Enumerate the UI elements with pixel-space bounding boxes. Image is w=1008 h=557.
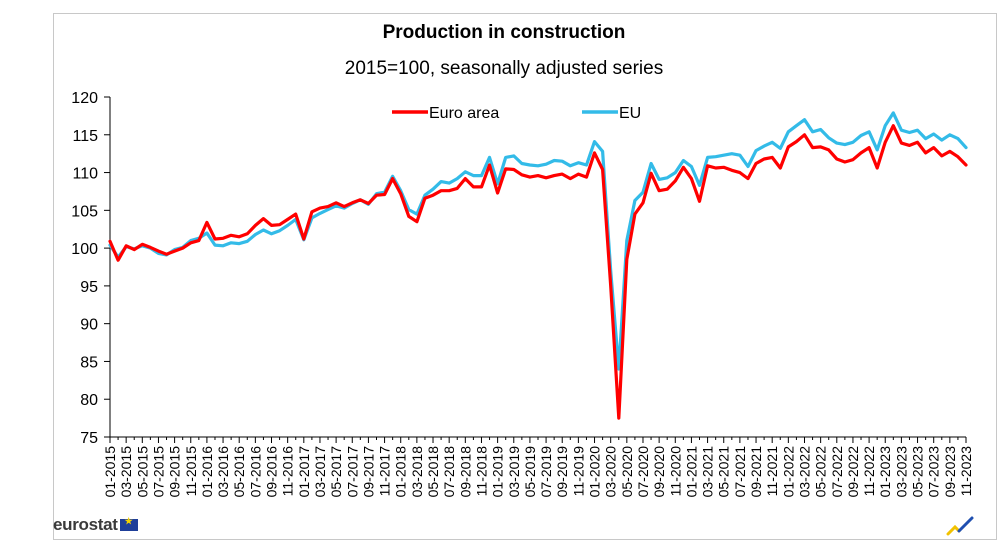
x-tick-label: 05-2022 [813, 446, 829, 498]
x-tick-label: 03-2020 [603, 446, 619, 498]
x-tick-label: 11-2022 [861, 446, 877, 497]
x-tick-label: 07-2016 [247, 446, 263, 498]
x-tick-label: 05-2018 [425, 446, 441, 498]
x-tick-label: 03-2021 [700, 446, 716, 498]
x-tick-label: 03-2015 [118, 446, 134, 498]
x-tick-label: 09-2017 [360, 446, 376, 498]
x-tick-label: 07-2022 [829, 446, 845, 498]
x-tick-label: 05-2016 [231, 446, 247, 498]
x-tick-label: 07-2023 [926, 446, 942, 498]
x-tick-label: 01-2018 [393, 446, 409, 498]
x-tick-label: 01-2020 [587, 446, 603, 498]
x-tick-label: 11-2017 [377, 446, 393, 497]
x-tick-label: 09-2020 [651, 446, 667, 498]
x-tick-label: 05-2015 [134, 446, 150, 498]
y-tick-label: 115 [72, 128, 98, 145]
eu-flag-icon [119, 516, 138, 531]
legend-label-eu: EU [619, 105, 641, 122]
x-tick-label: 05-2017 [328, 446, 344, 498]
x-tick-label: 11-2016 [280, 446, 296, 497]
x-tick-label: 09-2022 [845, 446, 861, 498]
x-tick-label: 11-2021 [764, 446, 780, 497]
x-tick-label: 07-2020 [635, 446, 651, 498]
x-tick-label: 11-2019 [570, 446, 586, 497]
y-tick-label: 85 [80, 354, 98, 371]
chart-frame [53, 13, 997, 540]
x-tick-label: 11-2018 [473, 446, 489, 497]
eurostat-corner-mark-icon [946, 516, 974, 536]
x-tick-label: 01-2016 [199, 446, 215, 498]
x-tick-label: 07-2018 [441, 446, 457, 498]
x-tick-label: 11-2023 [958, 446, 974, 497]
x-tick-label: 01-2017 [296, 446, 312, 498]
x-tick-label: 03-2022 [796, 446, 812, 498]
y-axis: 75 80 85 90 95 100 105 110 115 120 [71, 90, 111, 447]
x-tick-label: 09-2023 [942, 446, 958, 498]
legend: Euro area EU [392, 105, 641, 122]
x-tick-label: 09-2021 [748, 446, 764, 498]
y-tick-label: 80 [80, 392, 98, 409]
x-tick-label: 03-2023 [893, 446, 909, 498]
y-tick-label: 105 [71, 203, 98, 220]
x-tick-label: 03-2017 [312, 446, 328, 498]
x-tick-label: 11-2020 [667, 446, 683, 497]
x-tick-label: 07-2017 [344, 446, 360, 498]
x-tick-label: 01-2021 [683, 446, 699, 498]
x-tick-label: 09-2019 [554, 446, 570, 498]
x-tick-label: 05-2020 [619, 446, 635, 498]
y-tick-label: 110 [72, 166, 98, 183]
y-tick-label: 75 [80, 430, 98, 447]
x-tick-label: 03-2019 [506, 446, 522, 498]
x-tick-label: 03-2016 [215, 446, 231, 498]
chart-subtitle: 2015=100, seasonally adjusted series [344, 58, 664, 79]
x-tick-label: 07-2019 [538, 446, 554, 498]
x-tick-label: 01-2015 [102, 446, 118, 498]
x-tick-label: 09-2015 [167, 446, 183, 498]
x-tick-label: 07-2015 [150, 446, 166, 498]
x-tick-label: 01-2023 [877, 446, 893, 498]
x-tick-label: 09-2016 [264, 446, 280, 498]
y-tick-label: 95 [80, 279, 98, 296]
x-tick-label: 07-2021 [732, 446, 748, 498]
x-axis: 01-2015 03-2015 05-2015 07-2015 09-2015 11-20… [102, 436, 974, 498]
x-tick-label: 03-2018 [409, 446, 425, 498]
x-tick-label: 09-2018 [457, 446, 473, 498]
y-tick-label: 90 [80, 317, 98, 334]
eurostat-logo: eurostat [53, 515, 138, 535]
logo-text: eurostat [53, 515, 118, 534]
x-tick-label: 01-2019 [490, 446, 506, 498]
y-tick-label: 120 [71, 90, 98, 107]
y-tick-label: 100 [71, 241, 98, 258]
series-layer [108, 111, 968, 420]
x-tick-label: 01-2022 [780, 446, 796, 498]
series-line-euro-area [108, 124, 968, 420]
x-tick-label: 05-2021 [716, 446, 732, 498]
x-tick-label: 05-2023 [910, 446, 926, 498]
x-tick-label: 05-2019 [522, 446, 538, 498]
x-tick-label: 11-2015 [183, 446, 199, 497]
chart-title: Production in construction [382, 22, 626, 43]
series-line-eu [108, 111, 968, 371]
legend-label-euro-area: Euro area [429, 105, 499, 122]
